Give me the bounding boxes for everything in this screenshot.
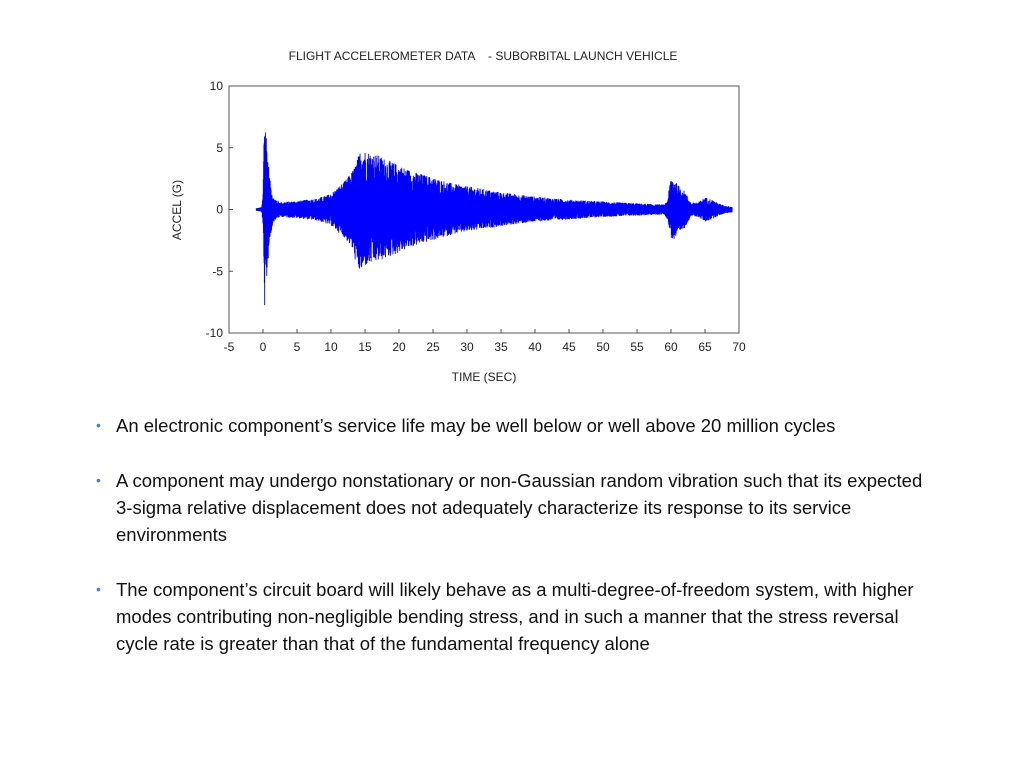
y-tick-label: 0 [216, 203, 223, 217]
accelerometer-chart: FLIGHT ACCELEROMETER DATA - SUBORBITAL L… [170, 49, 746, 384]
x-tick-label: 70 [732, 340, 746, 354]
x-tick-label: -5 [224, 340, 235, 354]
x-tick-label: 35 [494, 340, 508, 354]
bullet-marker: • [96, 472, 101, 488]
x-tick-label: 10 [324, 340, 338, 354]
x-tick-label: 0 [260, 340, 267, 354]
bullet-item: • A component may undergo nonstationary … [96, 467, 926, 548]
y-tick-label: 10 [210, 79, 224, 93]
bullet-text: The component’s circuit board will likel… [116, 579, 914, 654]
x-tick-label: 20 [392, 340, 406, 354]
x-tick-label: 45 [562, 340, 576, 354]
x-tick-label: 5 [294, 340, 301, 354]
x-tick-label: 55 [630, 340, 644, 354]
x-tick-label: 60 [664, 340, 678, 354]
x-tick-label: 15 [358, 340, 372, 354]
y-tick-label: -5 [212, 264, 223, 278]
bullet-marker: • [96, 417, 101, 433]
y-tick-label: 5 [216, 141, 223, 155]
x-axis-label: TIME (SEC) [452, 370, 517, 384]
signal-layer [255, 132, 733, 306]
x-tick-label: 50 [596, 340, 610, 354]
bullet-text: A component may undergo nonstationary or… [116, 470, 923, 545]
bullet-item: • The component’s circuit board will lik… [96, 576, 926, 657]
acceleration-signal-line [255, 132, 733, 306]
bullet-text: An electronic component’s service life m… [116, 415, 836, 436]
y-axis-ticks: 10 5 0 -5 -10 [206, 79, 233, 340]
bullet-list: • An electronic component’s service life… [96, 412, 926, 685]
y-axis-label: ACCEL (G) [170, 180, 184, 240]
chart-title: FLIGHT ACCELEROMETER DATA - SUBORBITAL L… [289, 49, 678, 63]
y-tick-label: -10 [206, 326, 224, 340]
x-tick-label: 40 [528, 340, 542, 354]
x-tick-label: 65 [698, 340, 712, 354]
bullet-marker: • [96, 581, 101, 597]
x-tick-label: 30 [460, 340, 474, 354]
bullet-item: • An electronic component’s service life… [96, 412, 926, 439]
x-tick-label: 25 [426, 340, 440, 354]
x-axis-ticks: -5 0 5 10 15 20 25 30 35 40 45 50 55 60 65 70 [224, 329, 746, 354]
chart-svg: FLIGHT ACCELEROMETER DATA - SUBORBITAL L… [170, 49, 746, 384]
